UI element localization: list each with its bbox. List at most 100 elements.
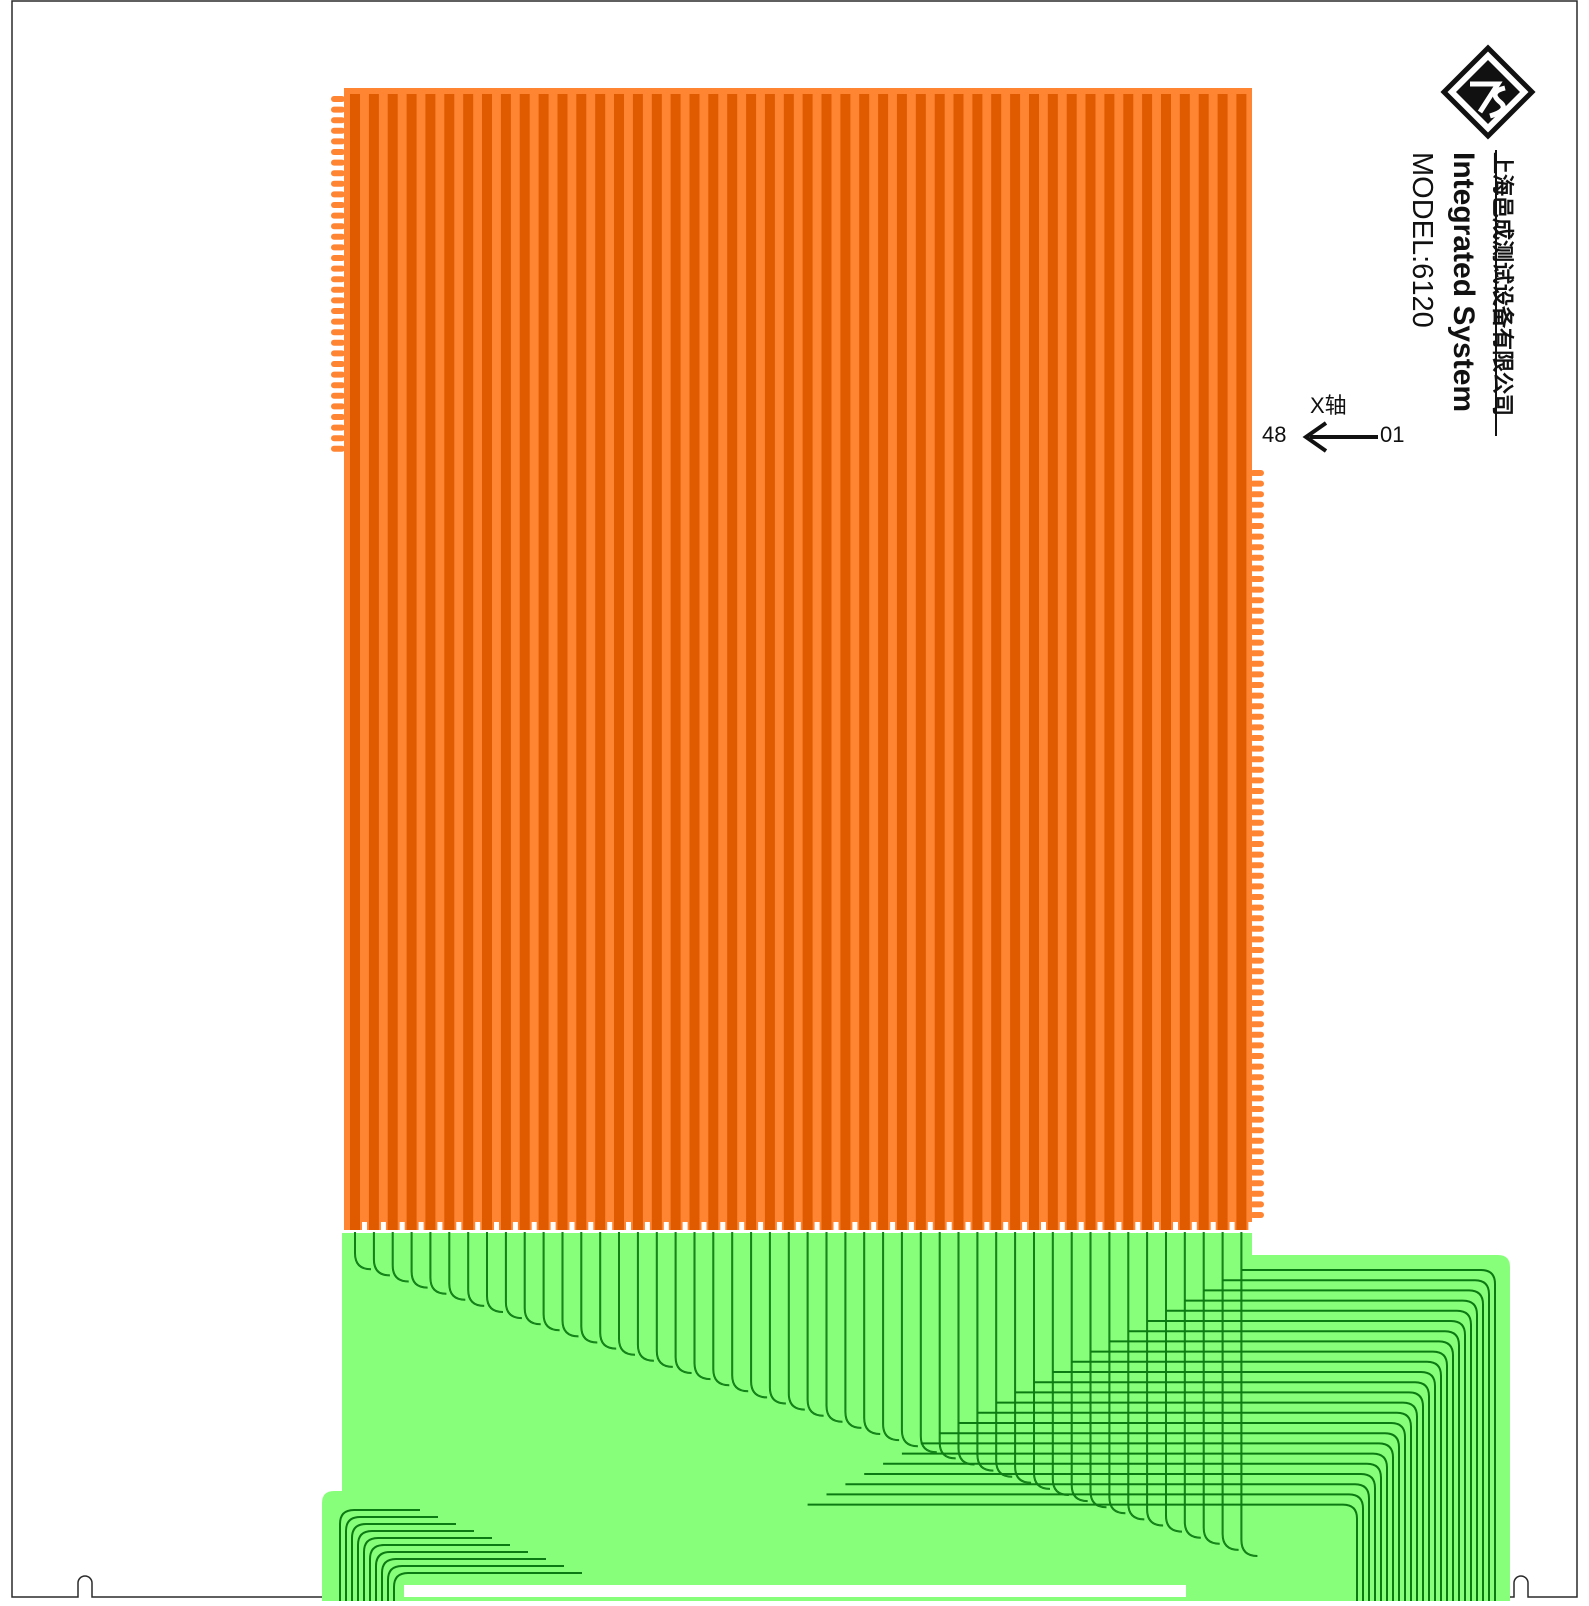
flex-route-trace — [958, 1422, 1406, 1601]
boundary-notch — [531, 1222, 537, 1232]
pad-stripe — [444, 94, 455, 1230]
pad-stripe — [708, 94, 719, 1230]
pad-stripe — [953, 94, 964, 1230]
left-tooth — [331, 339, 345, 346]
boundary-notch — [399, 1222, 405, 1232]
right-tooth — [1250, 671, 1264, 678]
right-tooth — [1250, 756, 1264, 763]
boundary-notch — [1210, 1222, 1216, 1232]
boundary-notch — [739, 1222, 745, 1232]
left-tooth — [331, 350, 345, 357]
boundary-notch — [682, 1222, 688, 1232]
flex-route-trace — [1015, 1391, 1424, 1601]
flex-trace-group — [339, 1232, 1496, 1601]
boundary-notch — [984, 1222, 990, 1232]
right-tooth — [1250, 586, 1264, 593]
left-tooth — [331, 233, 345, 240]
right-tooth — [1250, 883, 1264, 890]
left-tooth — [331, 361, 345, 367]
pad-stripe — [972, 94, 983, 1230]
right-tooth — [1250, 660, 1264, 667]
right-tooth — [1250, 501, 1264, 508]
pad-stripe — [538, 94, 549, 1230]
pad-stripe — [406, 94, 417, 1230]
pad-stripe — [670, 94, 681, 1230]
right-tooth — [1250, 597, 1264, 604]
pad-stripe — [1217, 94, 1228, 1230]
right-tooth — [1250, 1074, 1264, 1081]
right-tooth — [1250, 1042, 1264, 1049]
pad-stripe — [840, 94, 851, 1230]
axis-end-number: 48 — [1262, 422, 1287, 447]
left-tooth — [331, 445, 345, 452]
pad-stripe — [1161, 94, 1171, 1230]
pad-stripe — [1047, 94, 1058, 1230]
flex-return-trace — [381, 1558, 546, 1601]
flex-return-trace — [339, 1509, 420, 1601]
boundary-notch — [1059, 1222, 1065, 1232]
left-tooth — [331, 297, 345, 304]
right-tooth — [1250, 925, 1264, 932]
pad-stripe-group — [350, 94, 1247, 1230]
pad-stripe — [878, 94, 889, 1230]
right-tooth — [1250, 1053, 1264, 1059]
boundary-notch — [418, 1222, 424, 1232]
boundary-notch — [871, 1222, 877, 1232]
pad-stripe — [859, 94, 870, 1230]
right-tooth — [1250, 809, 1264, 816]
left-tooth — [331, 180, 345, 187]
boundary-notch — [494, 1222, 499, 1232]
boundary-notch — [1173, 1222, 1178, 1232]
left-tooth — [331, 244, 345, 251]
flex-route-trace — [977, 1411, 1412, 1601]
pad-stripe — [783, 94, 794, 1230]
boundary-notch — [814, 1222, 820, 1232]
right-tooth — [1250, 1190, 1264, 1197]
right-tooth — [1250, 1127, 1264, 1134]
flex-route-trace — [920, 1442, 1394, 1601]
pad-stripe — [1066, 94, 1077, 1230]
flex-route-trace — [807, 1503, 1358, 1601]
left-tooth — [331, 392, 345, 399]
pad-stripe — [1236, 94, 1247, 1230]
flex-route-trace — [1128, 1330, 1460, 1601]
left-tooth — [331, 149, 345, 155]
model-number: MODEL:6120 — [1406, 152, 1438, 328]
right-tooth — [1250, 851, 1264, 858]
left-tooth — [331, 371, 345, 378]
flex-return-trace — [357, 1530, 474, 1601]
right-tooth — [1250, 745, 1264, 752]
boundary-notch — [776, 1222, 782, 1232]
left-tooth — [331, 96, 345, 102]
boundary-notch — [437, 1222, 443, 1232]
right-tooth — [1250, 650, 1264, 657]
boundary-notch — [1003, 1222, 1009, 1232]
company-name-en: Integrated System — [1447, 152, 1480, 413]
right-tooth — [1250, 830, 1264, 837]
right-tooth — [1250, 1010, 1264, 1017]
boundary-notch — [908, 1222, 914, 1232]
pad-stripe — [350, 94, 360, 1230]
pad-stripe — [632, 94, 643, 1230]
right-tooth — [1250, 713, 1264, 720]
pad-stripe — [821, 94, 832, 1230]
flex-route-trace — [1090, 1350, 1448, 1601]
pad-stripe — [934, 94, 945, 1230]
right-tooth — [1250, 639, 1264, 646]
pad-stripe — [368, 94, 379, 1230]
boundary-notch — [475, 1222, 481, 1232]
boundary-notch — [607, 1222, 613, 1232]
right-tooth — [1250, 1021, 1264, 1028]
pad-stripe — [614, 94, 624, 1230]
pad-stripe — [1010, 94, 1021, 1230]
flex-route-trace — [1222, 1279, 1490, 1601]
pad-stripe — [519, 94, 530, 1230]
boundary-notch — [588, 1222, 594, 1232]
pad-stripe — [1179, 94, 1190, 1230]
right-tooth — [1250, 554, 1264, 561]
left-tooth — [331, 329, 345, 336]
right-tooth — [1250, 1106, 1264, 1112]
right-tooth — [1250, 491, 1264, 498]
flex-route-trace — [1166, 1309, 1472, 1601]
right-tooth — [1250, 533, 1264, 540]
